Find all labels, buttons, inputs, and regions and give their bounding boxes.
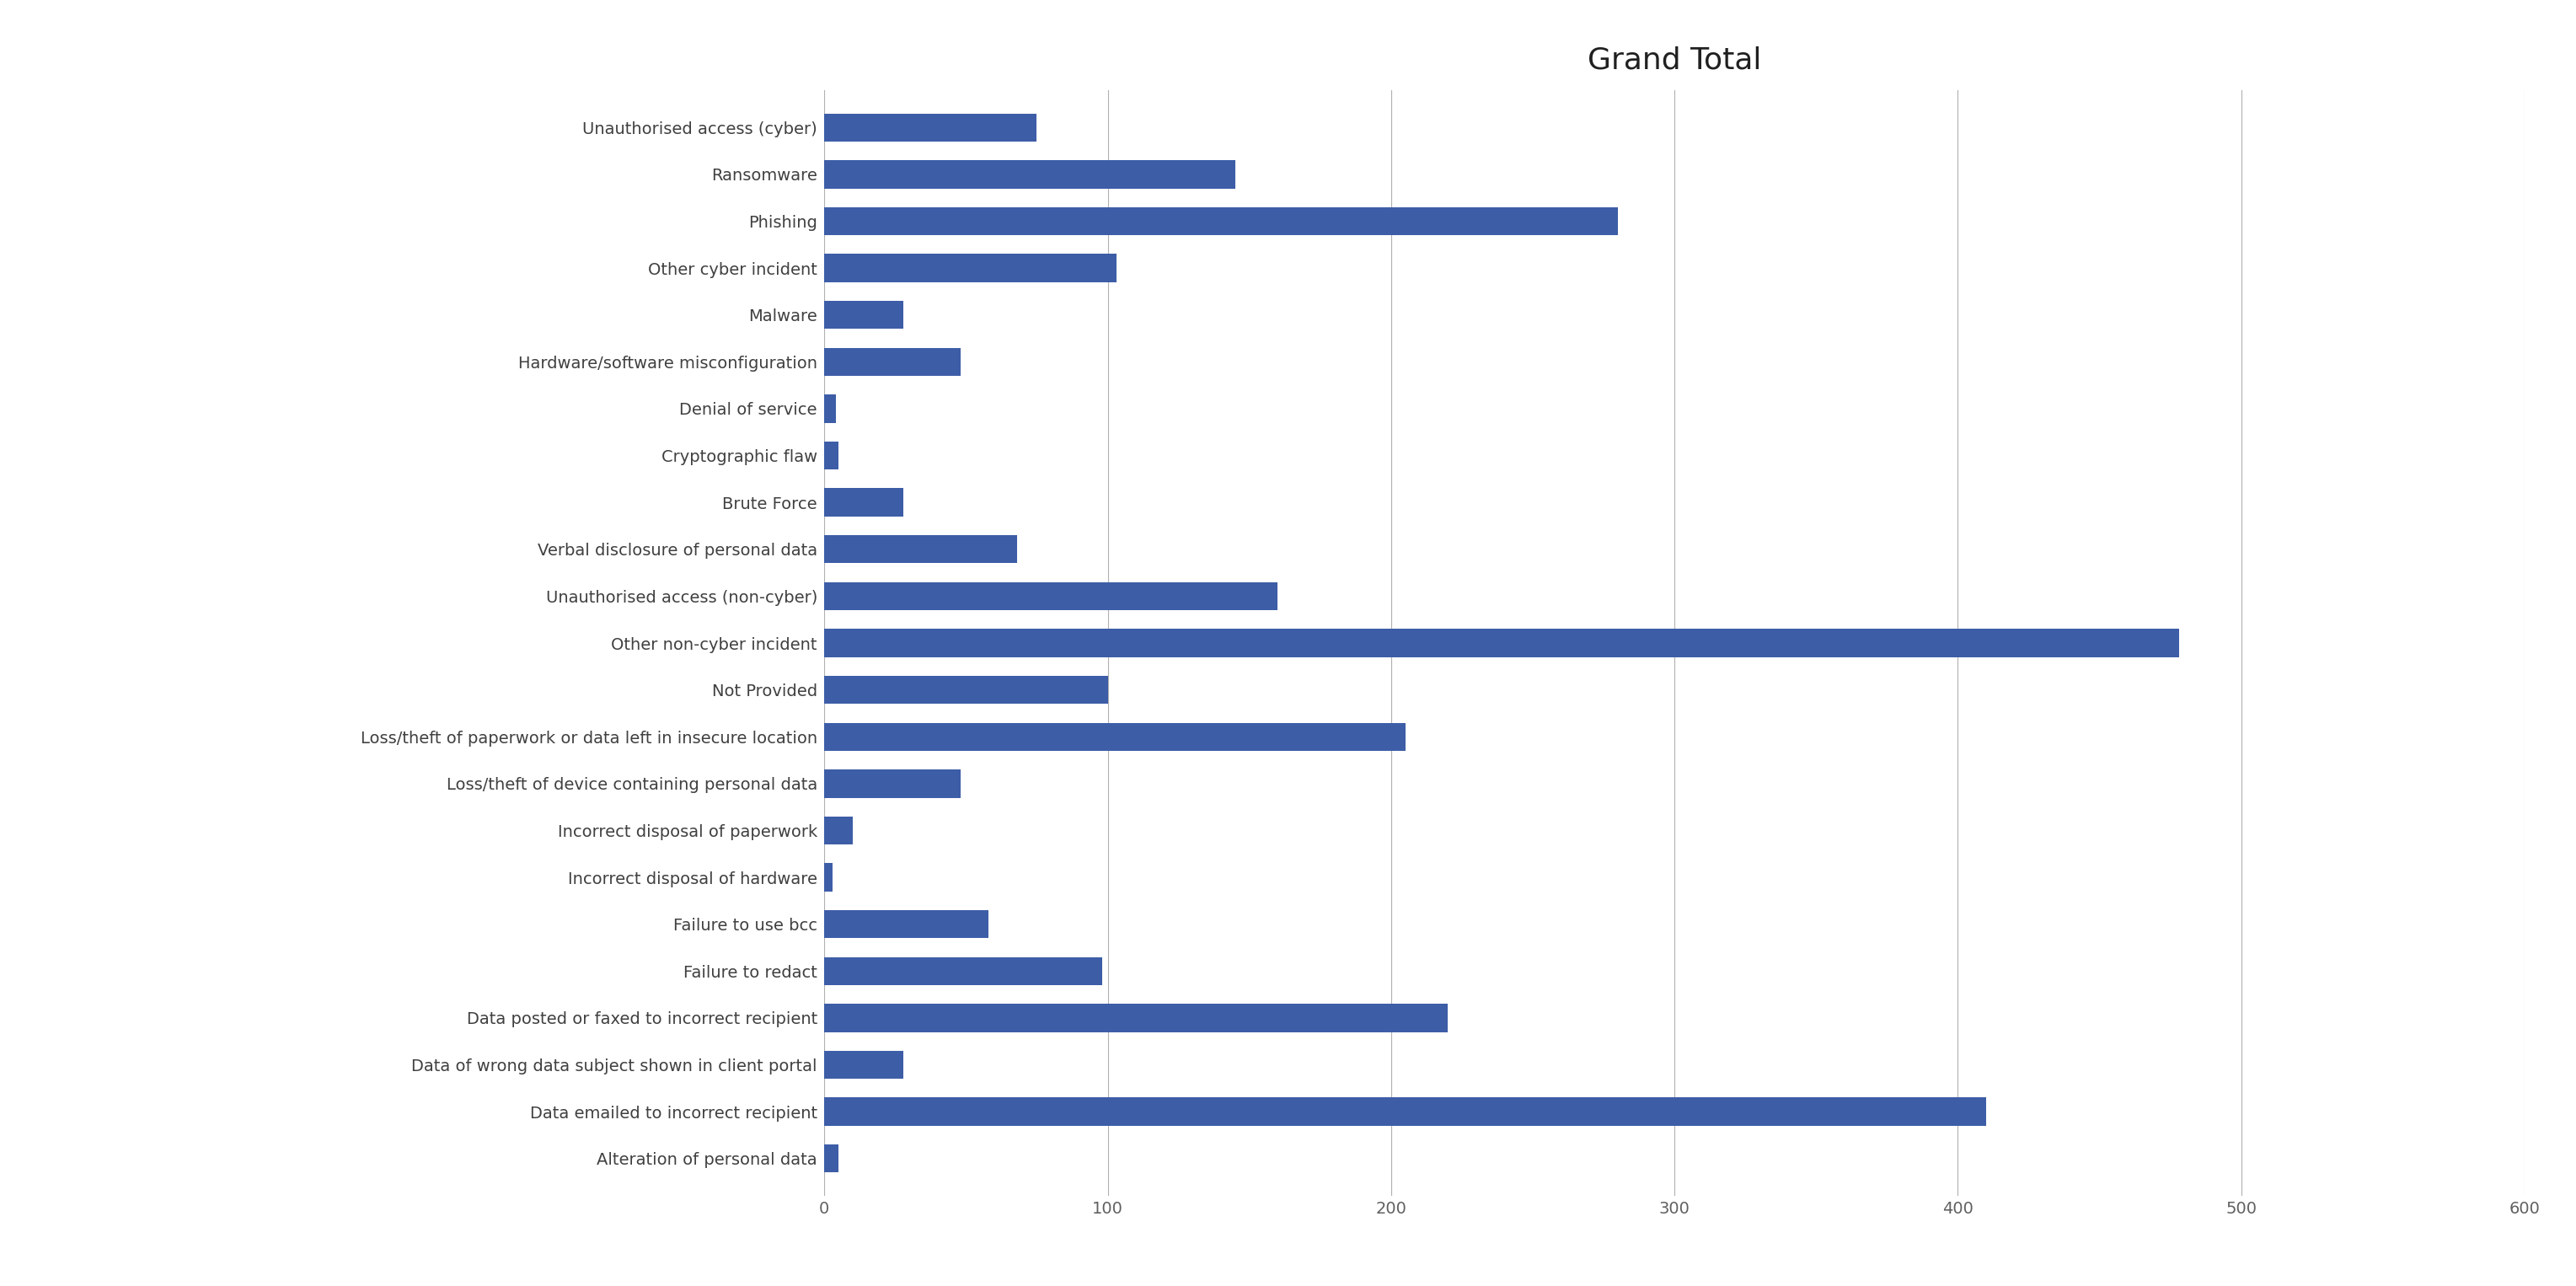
Bar	[824, 957, 1103, 985]
Bar	[824, 161, 1236, 189]
Bar	[824, 301, 904, 329]
Bar	[824, 113, 1036, 141]
Bar	[824, 395, 835, 423]
Bar	[824, 1004, 1448, 1031]
Bar	[824, 583, 1278, 610]
Bar	[824, 863, 832, 891]
Bar	[824, 207, 1618, 235]
Bar	[824, 629, 2179, 657]
Bar	[824, 1145, 840, 1173]
Bar	[824, 676, 1108, 703]
Bar	[824, 817, 853, 845]
Bar	[824, 489, 904, 517]
Bar	[824, 441, 840, 469]
Bar	[824, 255, 1115, 282]
Bar	[824, 1097, 1986, 1125]
Bar	[824, 535, 1018, 563]
Title: Grand Total: Grand Total	[1587, 46, 1762, 75]
Bar	[824, 1051, 904, 1079]
Bar	[824, 347, 961, 376]
Bar	[824, 723, 1406, 751]
Bar	[824, 910, 989, 939]
Bar	[824, 769, 961, 797]
